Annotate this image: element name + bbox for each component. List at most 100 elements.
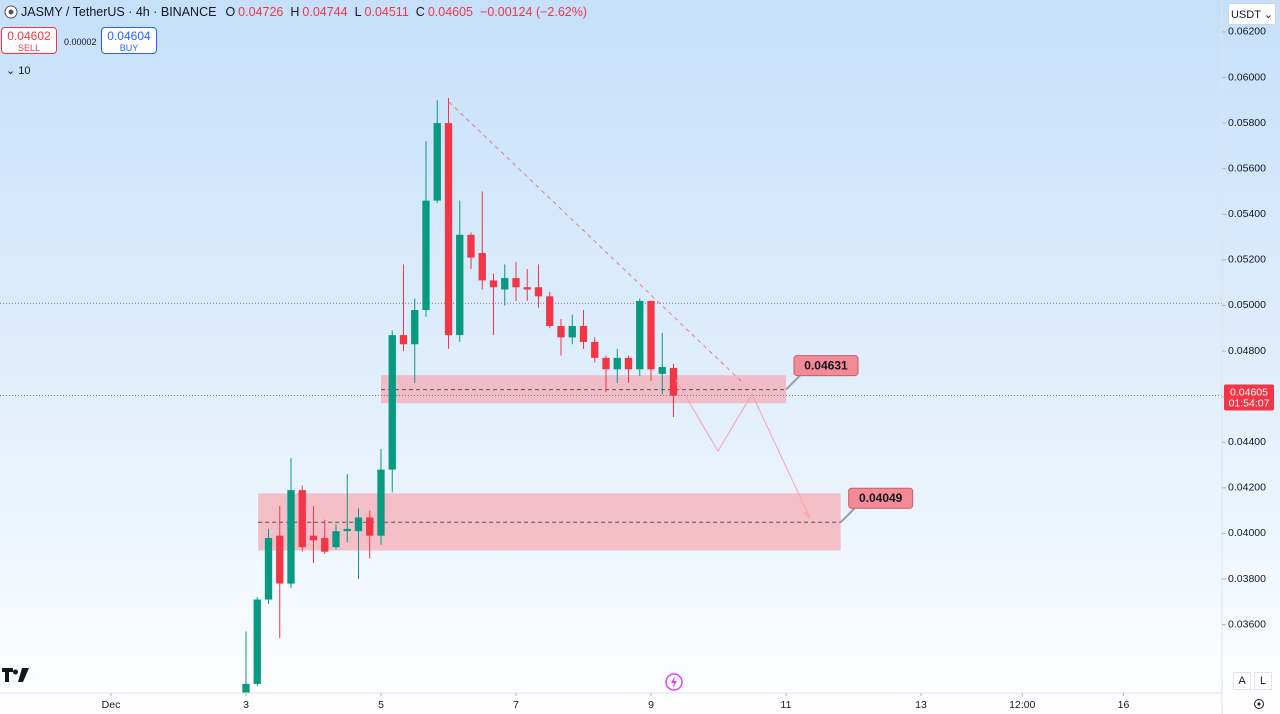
symbol-icon (4, 5, 18, 19)
x-tick-label: 13 (915, 699, 927, 711)
candle-body (309, 535, 318, 541)
candle-body (546, 296, 554, 326)
last-price-tag (1224, 384, 1274, 411)
low-value: 0.04511 (364, 5, 409, 19)
indicator-toggle[interactable]: ⌄ 10 (6, 65, 31, 77)
candle-body (658, 367, 666, 374)
open-value: 0.04726 (238, 5, 284, 19)
change-value: −0.00124 (−2.62%) (480, 5, 588, 19)
high-value: 0.04744 (302, 5, 348, 19)
spread: 0.00002 (64, 37, 97, 47)
candle-body (354, 517, 363, 532)
tv-logo (2, 668, 29, 682)
zone-label-text: 0.04631 (804, 358, 848, 372)
plot-layer (0, 98, 1222, 696)
candle-body (242, 683, 250, 693)
zone-label-text: 0.04049 (859, 491, 903, 505)
high-label: H (290, 5, 300, 19)
symbol-title: JASMY / TetherUS · 4h · BINANCE (21, 5, 217, 19)
last-price-value: 0.04605 (1230, 386, 1268, 398)
projection-path (675, 379, 811, 519)
candle-body (287, 490, 295, 584)
candle-body (568, 325, 576, 338)
sell-price: 0.04602 (7, 29, 51, 43)
y-tick-label: 0.04400 (1228, 436, 1266, 448)
candle-body (512, 278, 520, 288)
projection-arrow (803, 509, 811, 519)
zone-label-box (793, 355, 859, 377)
candle-body (366, 517, 374, 536)
x-tick-label: 9 (648, 699, 654, 711)
y-tick-label: 0.04800 (1228, 345, 1266, 357)
y-tick-label: 0.06200 (1228, 26, 1266, 38)
candle-body (501, 278, 509, 290)
y-tick-label: 0.05800 (1228, 117, 1266, 129)
candle-body (478, 253, 486, 281)
zone-label: 0.04049 (839, 487, 914, 523)
y-tick-label: 0.05400 (1228, 208, 1266, 220)
candle-body (332, 531, 340, 548)
currency-dropdown[interactable]: USDT ⌄ (1228, 3, 1276, 25)
zone-label-box (848, 487, 914, 509)
trend-line (448, 101, 743, 383)
open-label: O (225, 5, 236, 19)
log-scale-button[interactable]: L (1254, 672, 1272, 690)
candle-body (411, 310, 419, 345)
buy-label: BUY (119, 43, 139, 53)
lightning-icon[interactable] (665, 673, 683, 691)
y-tick-label: 0.05000 (1228, 299, 1266, 311)
y-tick-label: 0.04200 (1228, 482, 1266, 494)
candle-body (613, 357, 621, 370)
x-tick-label: 12:00 (1009, 699, 1035, 711)
candle-body (422, 200, 430, 311)
candle-body (377, 469, 385, 536)
candle-body (433, 123, 441, 201)
candle-body (579, 325, 588, 342)
candle-body (388, 335, 396, 470)
candle-body (298, 490, 306, 548)
x-tick-label: Dec (102, 699, 121, 711)
candle-body (489, 280, 498, 288)
close-label: C (415, 5, 425, 19)
buy-price: 0.04604 (107, 29, 151, 43)
candle-body (444, 123, 453, 336)
y-tick-label: 0.03800 (1228, 573, 1266, 585)
x-tick-label: 7 (513, 699, 519, 711)
sell-label: SELL (17, 43, 41, 53)
close-value: 0.04605 (427, 5, 474, 19)
candle-body (253, 599, 261, 684)
settings-icon[interactable] (1254, 699, 1264, 709)
low-label: L (354, 5, 362, 19)
sell-button[interactable]: 0.04602 SELL (1, 27, 57, 54)
candle-body (591, 341, 599, 358)
candle-body (602, 357, 610, 370)
x-tick-label: 3 (243, 699, 249, 711)
candle-body (647, 300, 655, 370)
candle-body (276, 535, 284, 584)
auto-scale-button[interactable]: A (1233, 672, 1251, 690)
y-tick-label: 0.05600 (1228, 162, 1266, 174)
candle-body (456, 234, 464, 336)
candle-body (321, 537, 329, 552)
indicator-count: 10 (18, 65, 31, 77)
x-tick-label: 11 (781, 699, 792, 711)
candle-body (523, 287, 531, 290)
zone-label: 0.04631 (785, 355, 859, 391)
x-tick-label: 16 (1118, 699, 1130, 711)
x-tick-label: 5 (378, 699, 384, 711)
currency-label: USDT (1230, 9, 1261, 21)
buy-button[interactable]: 0.04604 BUY (101, 27, 157, 54)
candle-body (624, 357, 633, 370)
y-tick-label: 0.04000 (1228, 527, 1266, 539)
candle-body (557, 325, 565, 338)
y-tick-label: 0.06000 (1228, 71, 1266, 83)
zone-label-pointer (785, 374, 801, 391)
candle-body (399, 335, 408, 345)
candle-body (467, 234, 475, 258)
candle-body (636, 300, 644, 370)
symbol-header: JASMY / TetherUS · 4h · BINANCE O 0.04726… (4, 5, 591, 19)
candle-body (264, 537, 273, 600)
candle-body (343, 528, 351, 532)
